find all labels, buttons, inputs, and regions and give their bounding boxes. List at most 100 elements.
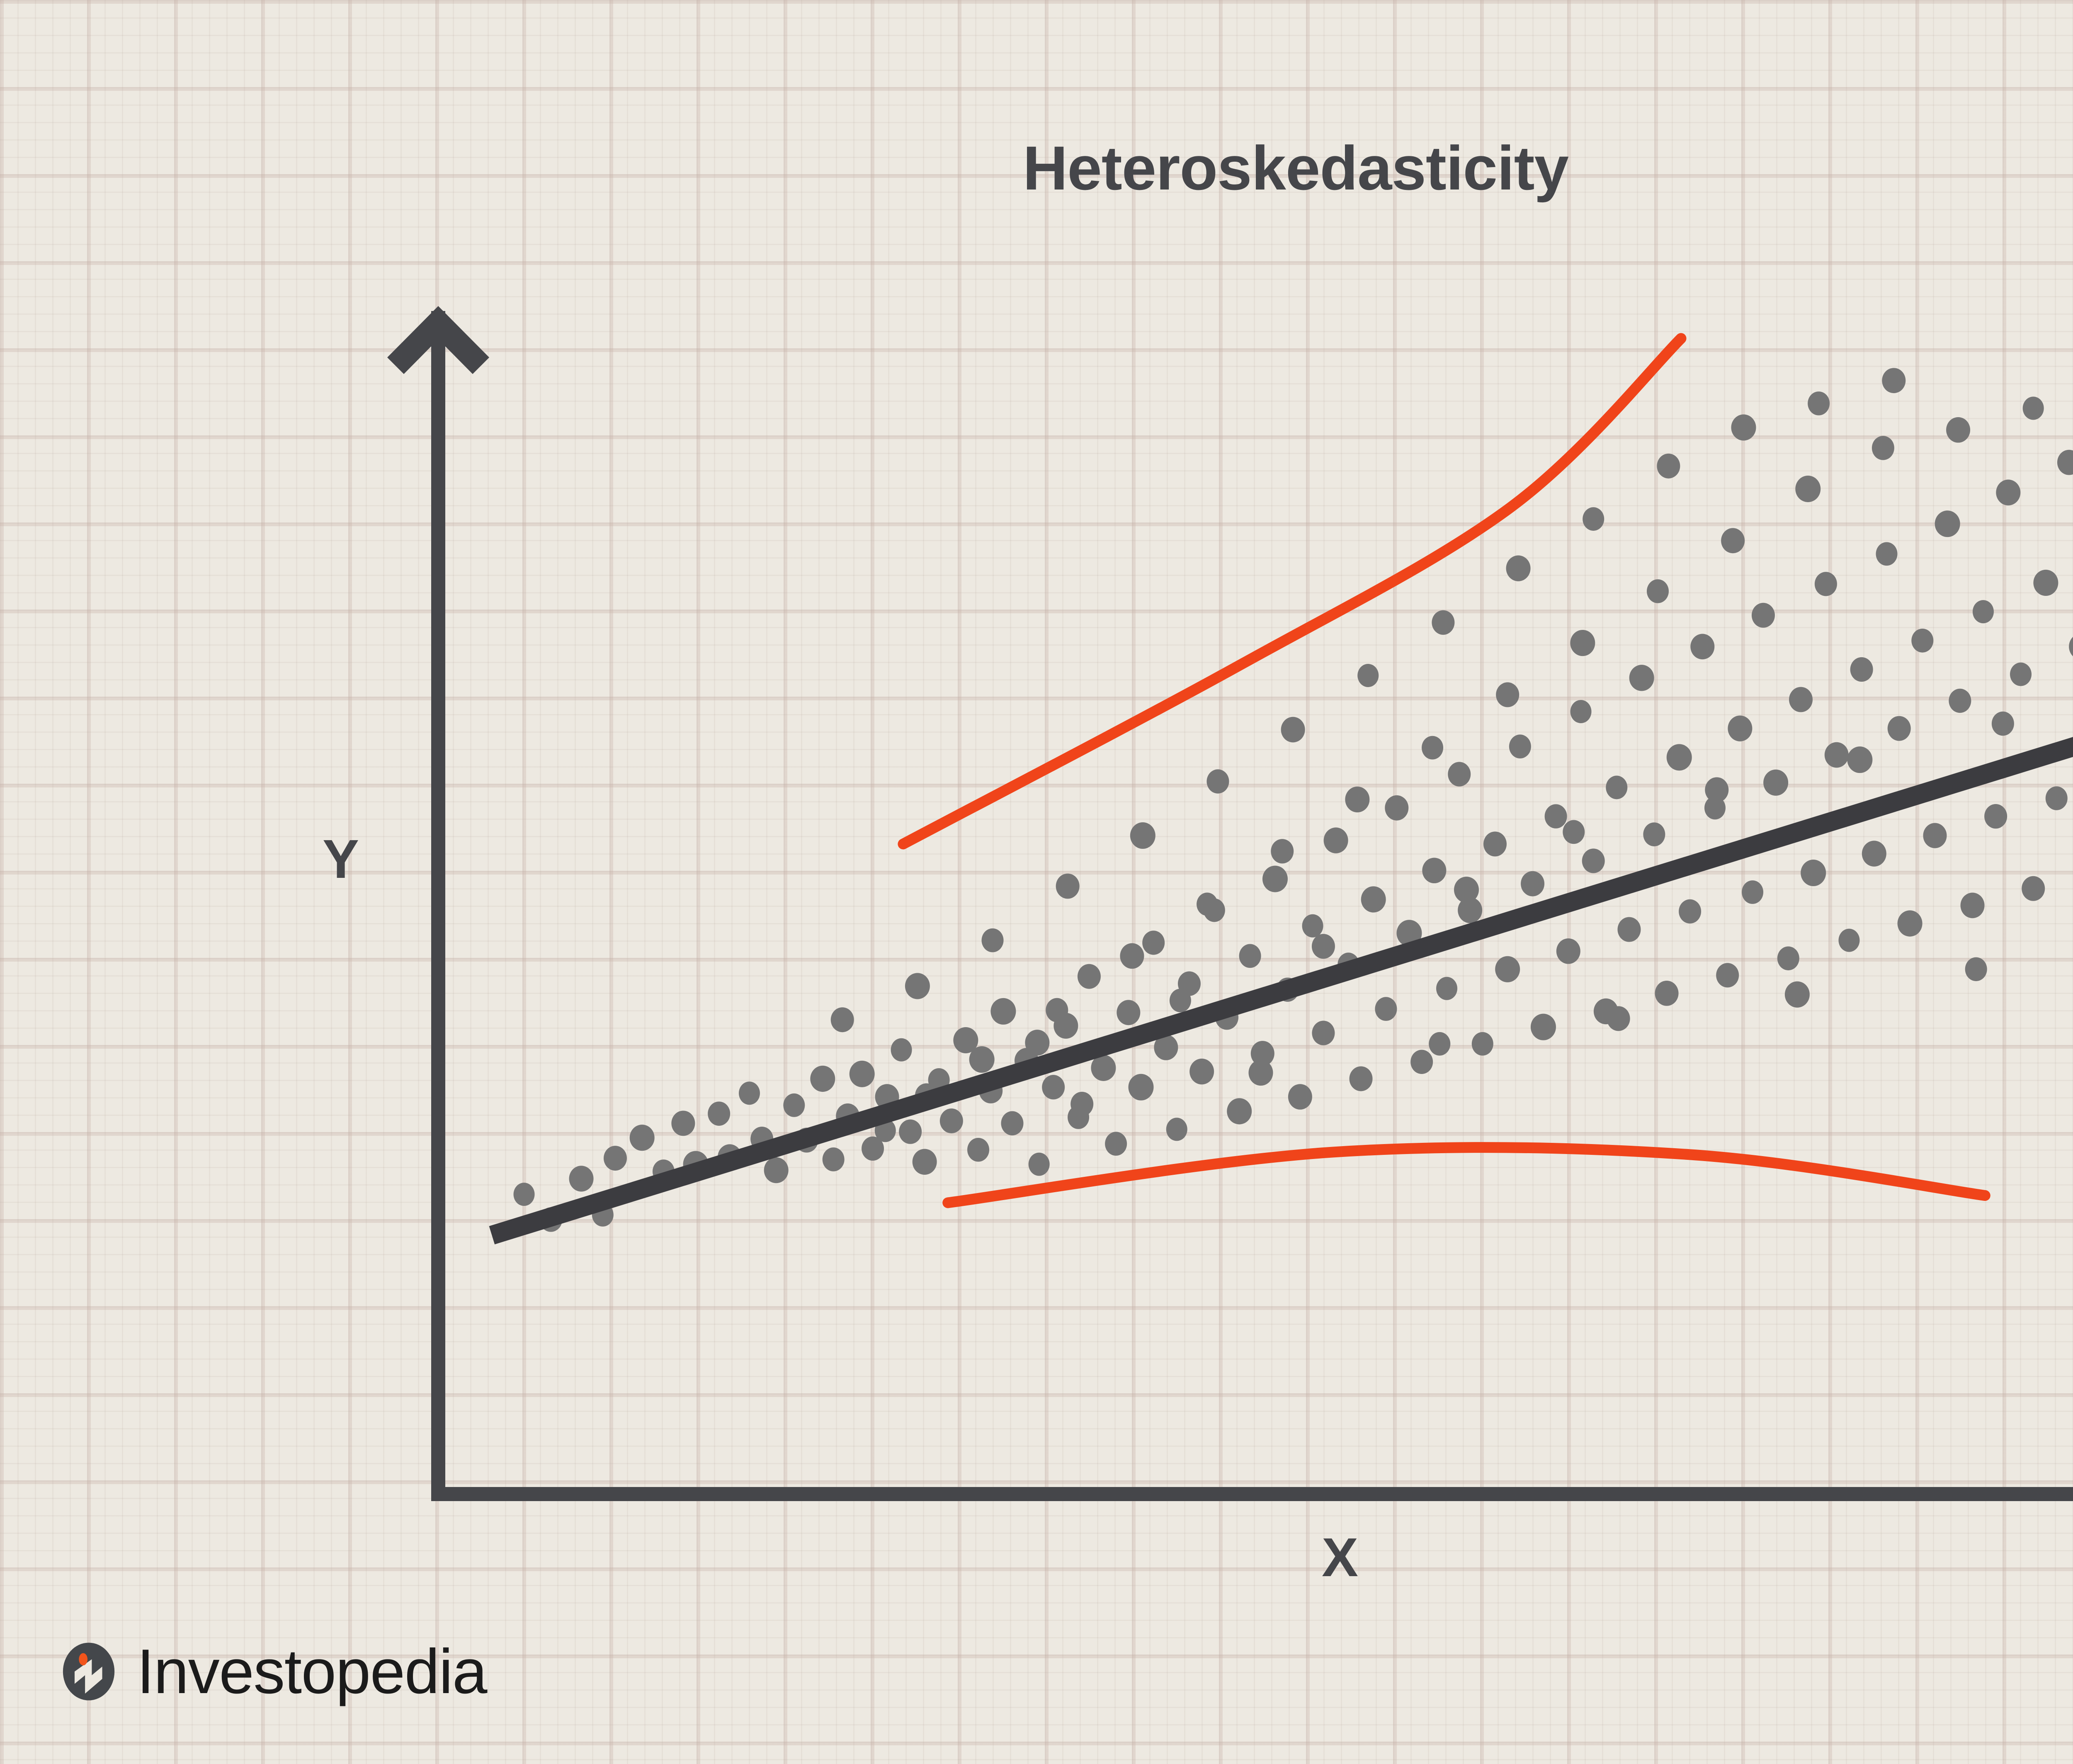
scatter-point <box>1495 956 1520 982</box>
scatter-point <box>1872 436 1894 460</box>
scatter-point <box>1248 1059 1273 1086</box>
scatter-point <box>1935 510 1960 537</box>
brand-name: Investopedia <box>137 1636 487 1707</box>
scatter-point <box>953 1027 978 1054</box>
brand-logo[interactable]: Investopedia <box>58 1640 487 1703</box>
scatter-point <box>2033 569 2058 596</box>
scatter-point <box>1281 717 1305 743</box>
scatter-point <box>990 998 1016 1025</box>
scatter-point <box>738 1081 760 1105</box>
scatter-point <box>1887 716 1911 741</box>
scatter-point <box>2069 637 2073 656</box>
scatter-point <box>1506 555 1531 581</box>
scatter-points-group <box>513 368 2073 1232</box>
scatter-point <box>1996 479 2021 505</box>
scatter-point <box>1666 744 1692 771</box>
scatter-point <box>1432 610 1455 635</box>
upper-variance-envelope <box>898 333 1687 850</box>
scatter-point <box>1385 795 1409 821</box>
scatter-point <box>1323 827 1348 853</box>
scatter-point <box>1742 880 1764 904</box>
scatter-point <box>1960 892 1985 918</box>
scatter-point <box>1471 1032 1493 1056</box>
y-axis-label: Y <box>323 829 359 889</box>
scatter-point <box>899 1119 922 1144</box>
scatter-point <box>1117 1000 1141 1025</box>
scatter-point <box>1128 1074 1154 1101</box>
scatter-point <box>2045 786 2068 810</box>
scatter-point <box>569 1166 594 1192</box>
scatter-point <box>1189 1058 1214 1085</box>
scatter-point <box>1704 796 1726 820</box>
scatter-point <box>967 1137 990 1162</box>
scatter-point <box>1795 475 1821 502</box>
scatter-point <box>1784 981 1810 1008</box>
scatter-point <box>1705 777 1729 803</box>
scatter-point <box>969 1046 995 1073</box>
scatter-point <box>1345 786 1370 813</box>
scatter-point <box>1454 877 1479 903</box>
scatter-point <box>1001 1111 1024 1136</box>
scatter-point <box>1509 734 1531 759</box>
scatter-point <box>1142 931 1165 955</box>
scatter-point <box>939 1108 963 1134</box>
scatter-point <box>1808 391 1830 415</box>
scatter-point <box>629 1125 655 1151</box>
scatter-point <box>1105 1132 1127 1156</box>
chart-title: Heteroskedasticity <box>1023 133 1569 203</box>
scatter-point <box>1357 663 1379 687</box>
lower-variance-envelope <box>942 1142 1990 1208</box>
scatter-point <box>1850 657 1873 682</box>
scatter-point <box>1262 865 1288 892</box>
scatter-point <box>1349 1066 1373 1091</box>
scatter-point <box>1120 943 1144 969</box>
scatter-point <box>2010 662 2032 686</box>
scatter-point <box>1311 934 1335 959</box>
scatter-point <box>1046 998 1068 1023</box>
scatter-point <box>1312 1020 1335 1045</box>
regression-trend-line <box>489 737 2073 1244</box>
scatter-point <box>1582 848 1605 873</box>
scatter-point <box>1847 746 1873 773</box>
scatter-point <box>1530 1013 1556 1040</box>
scatter-point <box>1646 579 1669 603</box>
scatter-point <box>862 1136 884 1161</box>
scatter-point <box>1716 963 1739 988</box>
scatter-point <box>1206 769 1229 794</box>
scatter-point <box>1410 1050 1433 1074</box>
scatter-point <box>1154 1035 1178 1060</box>
scatter-point <box>1271 839 1294 864</box>
scatter-point <box>1227 1098 1252 1125</box>
scatter-point <box>708 1101 731 1126</box>
scatter-point <box>1728 715 1753 741</box>
scatter-point <box>905 973 930 999</box>
scatter-point <box>830 1007 854 1033</box>
scatter-point <box>1911 628 1934 653</box>
scatter-point <box>1949 688 1971 713</box>
scatter-point <box>1544 804 1567 829</box>
scatter-point <box>1361 886 1386 913</box>
scatter-point <box>1923 823 1947 848</box>
scatter-point <box>2022 876 2045 901</box>
scatter-point <box>1838 928 1860 952</box>
scatter-point <box>783 1093 805 1117</box>
scatter-point <box>1690 634 1715 660</box>
scatter-point <box>1521 871 1545 897</box>
scatter-point <box>822 1147 845 1171</box>
scatter-point <box>1563 820 1585 844</box>
x-axis <box>431 1487 2073 1501</box>
scatter-point <box>1436 977 1458 1000</box>
scatter-point <box>1288 1084 1312 1110</box>
scatter-point <box>1965 957 1987 982</box>
scatter-point <box>1169 989 1191 1013</box>
scatter-point <box>1991 711 2014 736</box>
scatter-point <box>1617 917 1641 942</box>
scatter-point <box>1091 1055 1116 1081</box>
scatter-point <box>2022 396 2044 420</box>
scatter-point <box>1250 1041 1274 1066</box>
scatter-point <box>1130 822 1155 849</box>
scatter-point <box>1721 528 1745 554</box>
scatter-point <box>1422 736 1444 760</box>
